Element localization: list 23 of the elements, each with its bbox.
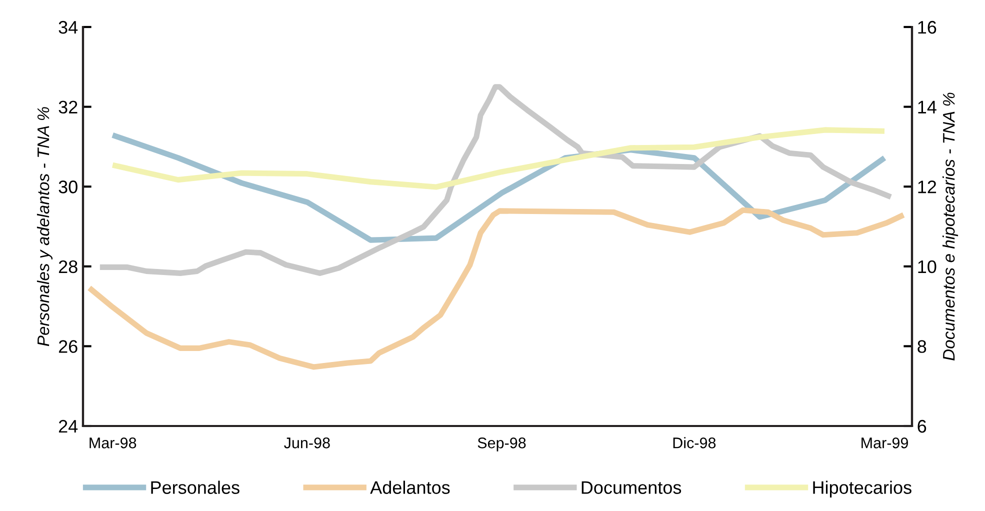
y2-tick-label: 16 bbox=[918, 20, 936, 34]
y-tick-label: 32 bbox=[58, 100, 78, 114]
y-tick-label: 34 bbox=[58, 20, 78, 34]
x-tick-label: Mar-99 bbox=[862, 438, 908, 448]
y-tick-label: 24 bbox=[58, 420, 78, 433]
legend-label: Hipotecarios bbox=[813, 480, 912, 498]
x-tick-label: Mar-98 bbox=[90, 438, 136, 448]
y2-tick-label: 10 bbox=[918, 260, 936, 274]
y2-tick-label: 12 bbox=[918, 180, 936, 194]
y-tick-label: 26 bbox=[58, 340, 78, 353]
legend-label: Adelantos bbox=[370, 480, 450, 494]
y2-tick-label: 14 bbox=[918, 100, 936, 114]
y-tick-label: 28 bbox=[58, 260, 78, 274]
legend-label: Documentos bbox=[582, 481, 682, 494]
y2-tick-label: 8 bbox=[918, 340, 926, 353]
y2-axis-title: Documentos e hipotecarios - TNA % bbox=[942, 92, 958, 360]
x-tick-label: Jun-98 bbox=[284, 438, 330, 448]
y2-tick-label: 6 bbox=[918, 420, 926, 433]
x-tick-label: Sep-98 bbox=[478, 438, 526, 452]
y-axis-title: Personales y adelantos - TNA % bbox=[36, 107, 52, 346]
legend-label: Personales bbox=[151, 480, 240, 494]
y-tick-label: 30 bbox=[58, 180, 78, 194]
x-tick-label: Dic-98 bbox=[673, 437, 716, 448]
